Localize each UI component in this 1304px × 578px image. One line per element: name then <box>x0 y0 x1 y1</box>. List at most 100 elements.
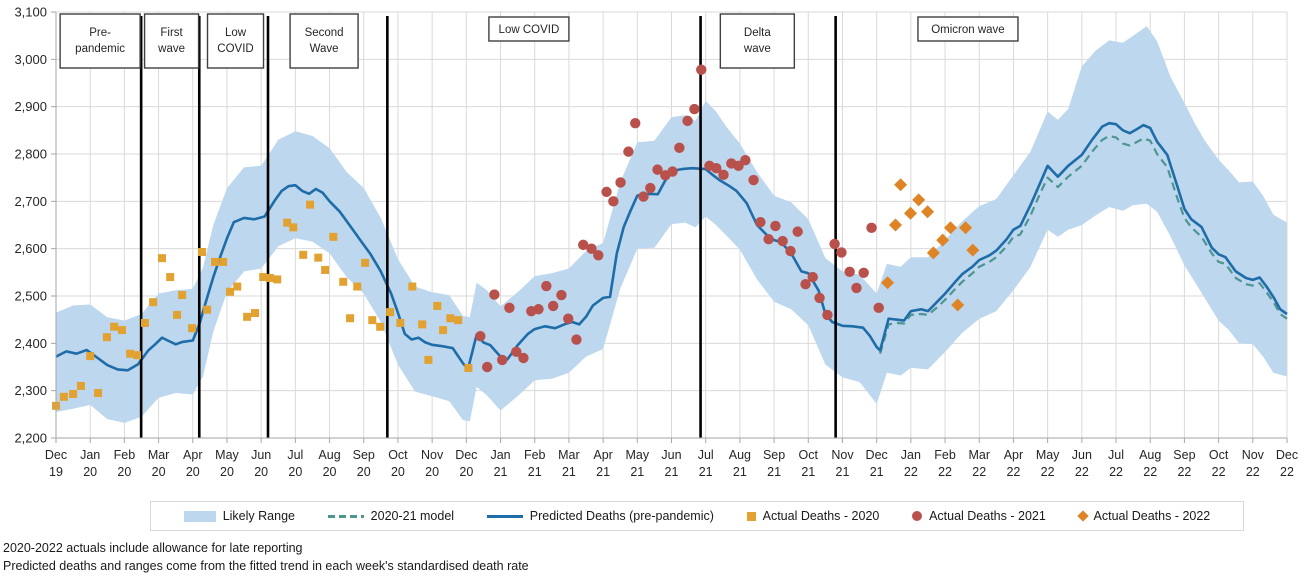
actual-2020-point <box>424 355 433 364</box>
x-axis-month-label: May <box>625 448 649 462</box>
actual-2020-point <box>368 316 377 325</box>
legend-item-predicted-deaths: Predicted Deaths (pre-pandemic) <box>486 509 714 523</box>
x-axis-month-label: Mar <box>558 448 580 462</box>
actual-2020-point <box>464 363 473 372</box>
period-label: wave <box>157 43 185 55</box>
actual-2021-point <box>533 304 544 315</box>
actual-2021-point <box>541 280 552 292</box>
legend-item-2020-21-model: 2020-21 model <box>327 509 454 523</box>
x-axis-month-label: Sep <box>763 448 785 462</box>
model-2020-21-line <box>879 134 1288 355</box>
actual-2020-point <box>329 232 338 241</box>
x-axis-year-label: 20 <box>254 465 268 479</box>
actual-2020-point <box>306 200 315 209</box>
actual-2021-point <box>556 289 567 301</box>
x-axis-year-label: 22 <box>1041 465 1055 479</box>
y-axis-tick-label: 3,100 <box>14 5 47 20</box>
actual-2021-point <box>645 182 656 194</box>
x-axis-month-label: Jan <box>490 448 510 462</box>
x-axis-month-label: Oct <box>799 448 819 462</box>
x-axis-month-label: Dec <box>866 448 888 462</box>
chart-footnotes: 2020-2022 actuals include allowance for … <box>3 540 529 575</box>
x-axis-month-label: Feb <box>114 448 136 462</box>
actual-2021-point <box>504 302 515 314</box>
likely-range-swatch-icon <box>183 510 216 522</box>
actual-2021-point <box>689 103 700 115</box>
actual-2021-point <box>578 239 589 251</box>
x-axis-month-label: Jul <box>1108 448 1124 462</box>
x-axis-month-label: Jun <box>1072 448 1092 462</box>
x-axis-month-label: Oct <box>388 448 408 462</box>
actual-2020-point <box>219 257 228 266</box>
legend-label: Actual Deaths - 2020 <box>762 509 880 523</box>
actual-2021-point <box>792 226 803 237</box>
period-annotations: Pre-pandemic First wave Low COVID Second Wave L… <box>59 13 1019 69</box>
actual-2022-point <box>936 233 950 247</box>
actual-2020-point <box>173 310 182 319</box>
chart-legend: Likely Range 2020-21 model Predicted Dea… <box>150 501 1244 531</box>
actual-2020-point <box>339 277 348 286</box>
legend-label: Predicted Deaths (pre-pandemic) <box>529 509 714 523</box>
actual-deaths-2020-points <box>52 200 473 410</box>
actual-2020-point <box>198 247 207 256</box>
x-axis-year-label: 21 <box>836 465 850 479</box>
x-axis-month-label: Apr <box>593 448 612 462</box>
x-axis-year-label: 22 <box>1109 465 1123 479</box>
actual-2021-point <box>511 346 522 358</box>
actual-2021-point <box>497 354 508 366</box>
period-box <box>206 13 265 69</box>
actual-2021-point <box>547 300 559 312</box>
actual-deaths-2022-points <box>881 178 980 312</box>
y-axis-tick-label: 2,700 <box>14 194 47 209</box>
x-axis-year-label: 21 <box>596 465 610 479</box>
x-axis-month-label: Apr <box>183 448 202 462</box>
actual-2020-point <box>439 326 448 335</box>
actual-2021-point <box>740 154 751 166</box>
actual-2020-point <box>102 333 111 342</box>
actual-2021-point <box>807 271 818 283</box>
y-axis-tick-label: 2,800 <box>14 147 47 162</box>
period-box <box>488 16 570 42</box>
period-label: First <box>160 27 183 39</box>
likely-range-band <box>56 26 1287 423</box>
y-axis-tick-label: 3,000 <box>14 52 47 67</box>
actual-2020-point <box>178 291 187 300</box>
actual-2021-point <box>844 266 855 278</box>
period-label: COVID <box>217 43 253 55</box>
actual-2021-point <box>711 163 722 174</box>
actual-2020-point <box>233 282 242 291</box>
actual-2021-point <box>755 216 766 228</box>
actual-2020-point <box>314 253 323 262</box>
period-label: pandemic <box>75 43 125 55</box>
actual-2020-point <box>346 314 355 323</box>
actual-2020-point <box>188 324 197 333</box>
actual-2020-point <box>433 301 442 310</box>
y-axis-tick-label: 2,200 <box>14 431 47 446</box>
x-axis-month-label: May <box>215 448 239 462</box>
legend-label: Likely Range <box>222 509 295 523</box>
actual-2022-point <box>894 178 908 192</box>
actual-2020-point <box>86 352 95 361</box>
actual-2021-point <box>489 289 500 300</box>
solid-line-swatch-icon <box>486 514 523 518</box>
actual-2021-point <box>696 64 707 75</box>
actual-2021-point <box>608 196 619 207</box>
y-axis-tick-label: 2,400 <box>14 336 47 351</box>
x-axis-month-label: Nov <box>421 448 444 462</box>
legend-item-likely-range: Likely Range <box>183 509 295 523</box>
actual-2020-point <box>289 223 298 232</box>
y-axis-tick-label: 2,900 <box>14 99 47 114</box>
actual-2021-point <box>601 186 612 198</box>
actual-2020-point <box>386 308 395 317</box>
x-axis-month-label: Dec <box>45 448 67 462</box>
actual-2020-point <box>299 250 308 259</box>
actual-2020-point <box>396 318 405 327</box>
actual-2021-point <box>748 174 759 186</box>
actual-2021-point <box>814 292 825 304</box>
x-axis-year-label: 20 <box>357 465 371 479</box>
x-axis-year-label: 21 <box>528 465 542 479</box>
actual-2021-point <box>785 245 796 257</box>
x-axis-year-label: 21 <box>767 465 781 479</box>
x-axis-year-label: 22 <box>1075 465 1089 479</box>
